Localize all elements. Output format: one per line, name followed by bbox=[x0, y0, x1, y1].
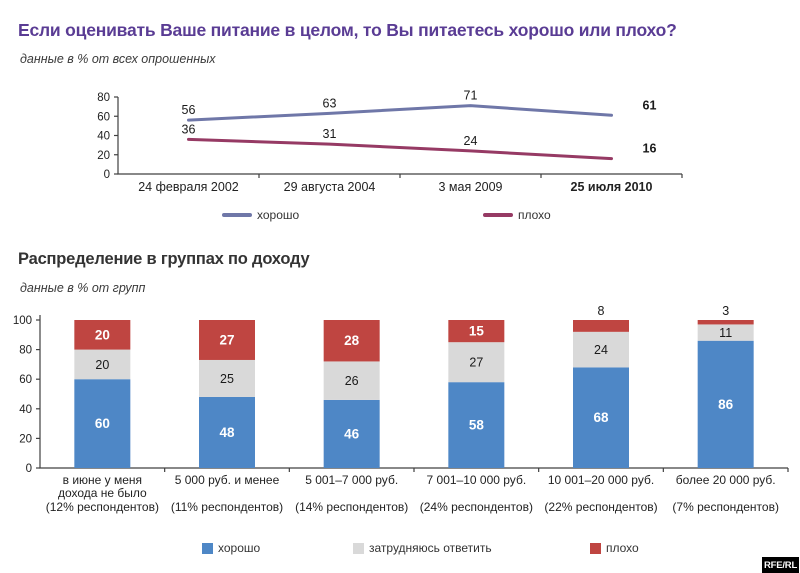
bar-segment-label: 24 bbox=[594, 343, 608, 357]
bar-segment bbox=[697, 324, 754, 341]
bar-segment-label: 26 bbox=[345, 374, 359, 388]
good-line-swatch bbox=[222, 213, 252, 217]
x-category-label: 25 июля 2010 bbox=[571, 180, 653, 194]
trend-legend-item-bad: плохо bbox=[483, 208, 551, 222]
bar-segment bbox=[448, 382, 505, 468]
bar-segment-label: 25 bbox=[220, 372, 234, 386]
bar-segment bbox=[199, 396, 255, 468]
legend-label: плохо bbox=[518, 208, 551, 222]
legend-label: затрудняюсь ответить bbox=[369, 541, 492, 555]
bar-segment bbox=[323, 361, 380, 400]
bar-segment bbox=[74, 379, 131, 468]
y-tick-label: 60 bbox=[19, 374, 32, 386]
data-point-label: 24 bbox=[464, 134, 478, 148]
bar-segment bbox=[448, 320, 505, 343]
bar-chart-axis bbox=[39, 315, 788, 469]
y-tick-label: 80 bbox=[97, 92, 110, 104]
data-point-label: 71 bbox=[464, 89, 478, 103]
bar-segment bbox=[573, 320, 629, 332]
bar-segment-label: 3 bbox=[722, 304, 729, 318]
y-tick-label: 0 bbox=[104, 169, 110, 181]
section-title-income-groups: Распределение в группах по доходу bbox=[18, 250, 310, 268]
data-point-label: 56 bbox=[182, 103, 196, 117]
x-category-label: 3 мая 2009 bbox=[438, 180, 502, 194]
legend-label: хорошо bbox=[218, 541, 261, 555]
data-point-label: 61 bbox=[643, 98, 657, 112]
bar-segment-label: 20 bbox=[95, 358, 109, 372]
bar-segment bbox=[74, 349, 131, 380]
bar-segment bbox=[573, 367, 629, 468]
category-label: 5 000 руб. и менее (11% респондентов) bbox=[170, 473, 284, 514]
bar-segment-label: 27 bbox=[469, 356, 483, 370]
y-tick-label: 0 bbox=[26, 463, 32, 475]
legend-label: плохо bbox=[606, 541, 639, 555]
bar-segment bbox=[323, 320, 380, 362]
bar-segment bbox=[448, 342, 505, 383]
category-label: более 20 000 руб. (7% респондентов) bbox=[672, 473, 779, 514]
y-tick-label: 80 bbox=[19, 345, 32, 357]
trend-chart-subtitle: данные в % от всех опрошенных bbox=[20, 52, 216, 66]
bar-segment bbox=[199, 359, 255, 397]
category-label: 7 001–10 000 руб. (24% респондентов) bbox=[419, 473, 533, 514]
category-label: в июне у меня дохода не было (12% респон… bbox=[45, 473, 159, 514]
bar-segment bbox=[323, 399, 380, 468]
y-tick-label: 20 bbox=[19, 433, 32, 445]
bar-segment-label: 27 bbox=[219, 332, 234, 347]
bar-segment bbox=[573, 331, 629, 368]
bar-segment-label: 11 bbox=[719, 326, 732, 340]
bar-segment bbox=[199, 320, 255, 360]
bar-segment bbox=[697, 320, 754, 325]
bar-legend-item-bad: плохо bbox=[590, 541, 639, 555]
data-point-label: 16 bbox=[643, 142, 657, 156]
bar-segment-label: 28 bbox=[344, 333, 360, 348]
bar-segment bbox=[697, 340, 754, 468]
rferl-logo: RFE/RL bbox=[762, 557, 799, 573]
y-tick-label: 40 bbox=[97, 131, 110, 143]
bar-legend-item-good: хорошо bbox=[202, 541, 260, 555]
bar-segment-label: 48 bbox=[219, 425, 235, 440]
y-tick-label: 60 bbox=[97, 111, 110, 123]
bar-segment-label: 20 bbox=[95, 327, 110, 342]
page-title: Если оценивать Ваше питание в целом, то … bbox=[18, 20, 677, 40]
bar-legend-item-neutral: затрудняюсь ответить bbox=[353, 541, 492, 555]
bar-segment-label: 58 bbox=[469, 418, 485, 433]
x-category-label: 24 февраля 2002 bbox=[138, 180, 239, 194]
bar-segment-label: 68 bbox=[593, 410, 609, 425]
data-point-label: 31 bbox=[323, 127, 337, 141]
bad-line-swatch bbox=[483, 213, 513, 217]
x-category-label: 29 августа 2004 bbox=[284, 180, 376, 194]
category-label: 5 001–7 000 руб. (14% респондентов) bbox=[295, 473, 409, 514]
data-point-label: 36 bbox=[182, 122, 196, 136]
trend-legend-item-good: хорошо bbox=[222, 208, 299, 222]
bad-bar-swatch bbox=[590, 542, 601, 554]
good-bar-swatch bbox=[202, 542, 213, 554]
bar-segment-label: 60 bbox=[95, 416, 110, 431]
bar-segment bbox=[74, 320, 131, 350]
line-series-good bbox=[187, 104, 613, 122]
bar-segment-label: 86 bbox=[718, 397, 734, 412]
nutrition-trend-line-chart: 0 20 40 60 80 24 февраля 2002 29 августа 2004 3… bbox=[97, 89, 683, 194]
y-tick-label: 100 bbox=[13, 315, 32, 327]
legend-label: хорошо bbox=[257, 208, 300, 222]
y-tick-label: 20 bbox=[97, 150, 110, 162]
bar-segment-label: 15 bbox=[469, 324, 485, 339]
y-tick-label: 40 bbox=[19, 404, 32, 416]
category-label: 10 001–20 000 руб. (22% респондентов) bbox=[544, 473, 658, 514]
data-point-label: 63 bbox=[323, 96, 337, 110]
bar-segment-label: 8 bbox=[598, 304, 605, 318]
bar-chart-category-labels: в июне у меня дохода не было (12% респон… bbox=[40, 474, 788, 514]
line-series-bad bbox=[187, 137, 613, 161]
income-groups-stacked-bar-chart: 0 20 40 60 80 100 60 20 20 48 25 27 46 26 28 58 27 15 68 24… bbox=[13, 304, 789, 475]
neutral-bar-swatch bbox=[353, 542, 364, 554]
bar-segment-label: 46 bbox=[344, 426, 360, 441]
bar-chart-subtitle: данные в % от групп bbox=[20, 281, 146, 295]
